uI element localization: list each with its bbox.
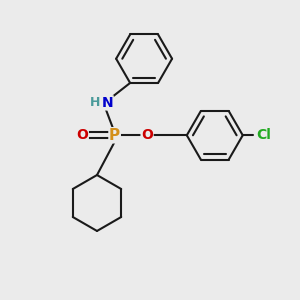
- Text: H: H: [89, 96, 100, 110]
- Text: O: O: [141, 128, 153, 142]
- Text: Cl: Cl: [256, 128, 272, 142]
- Text: O: O: [76, 128, 88, 142]
- Text: N: N: [101, 96, 113, 110]
- Text: P: P: [109, 128, 120, 143]
